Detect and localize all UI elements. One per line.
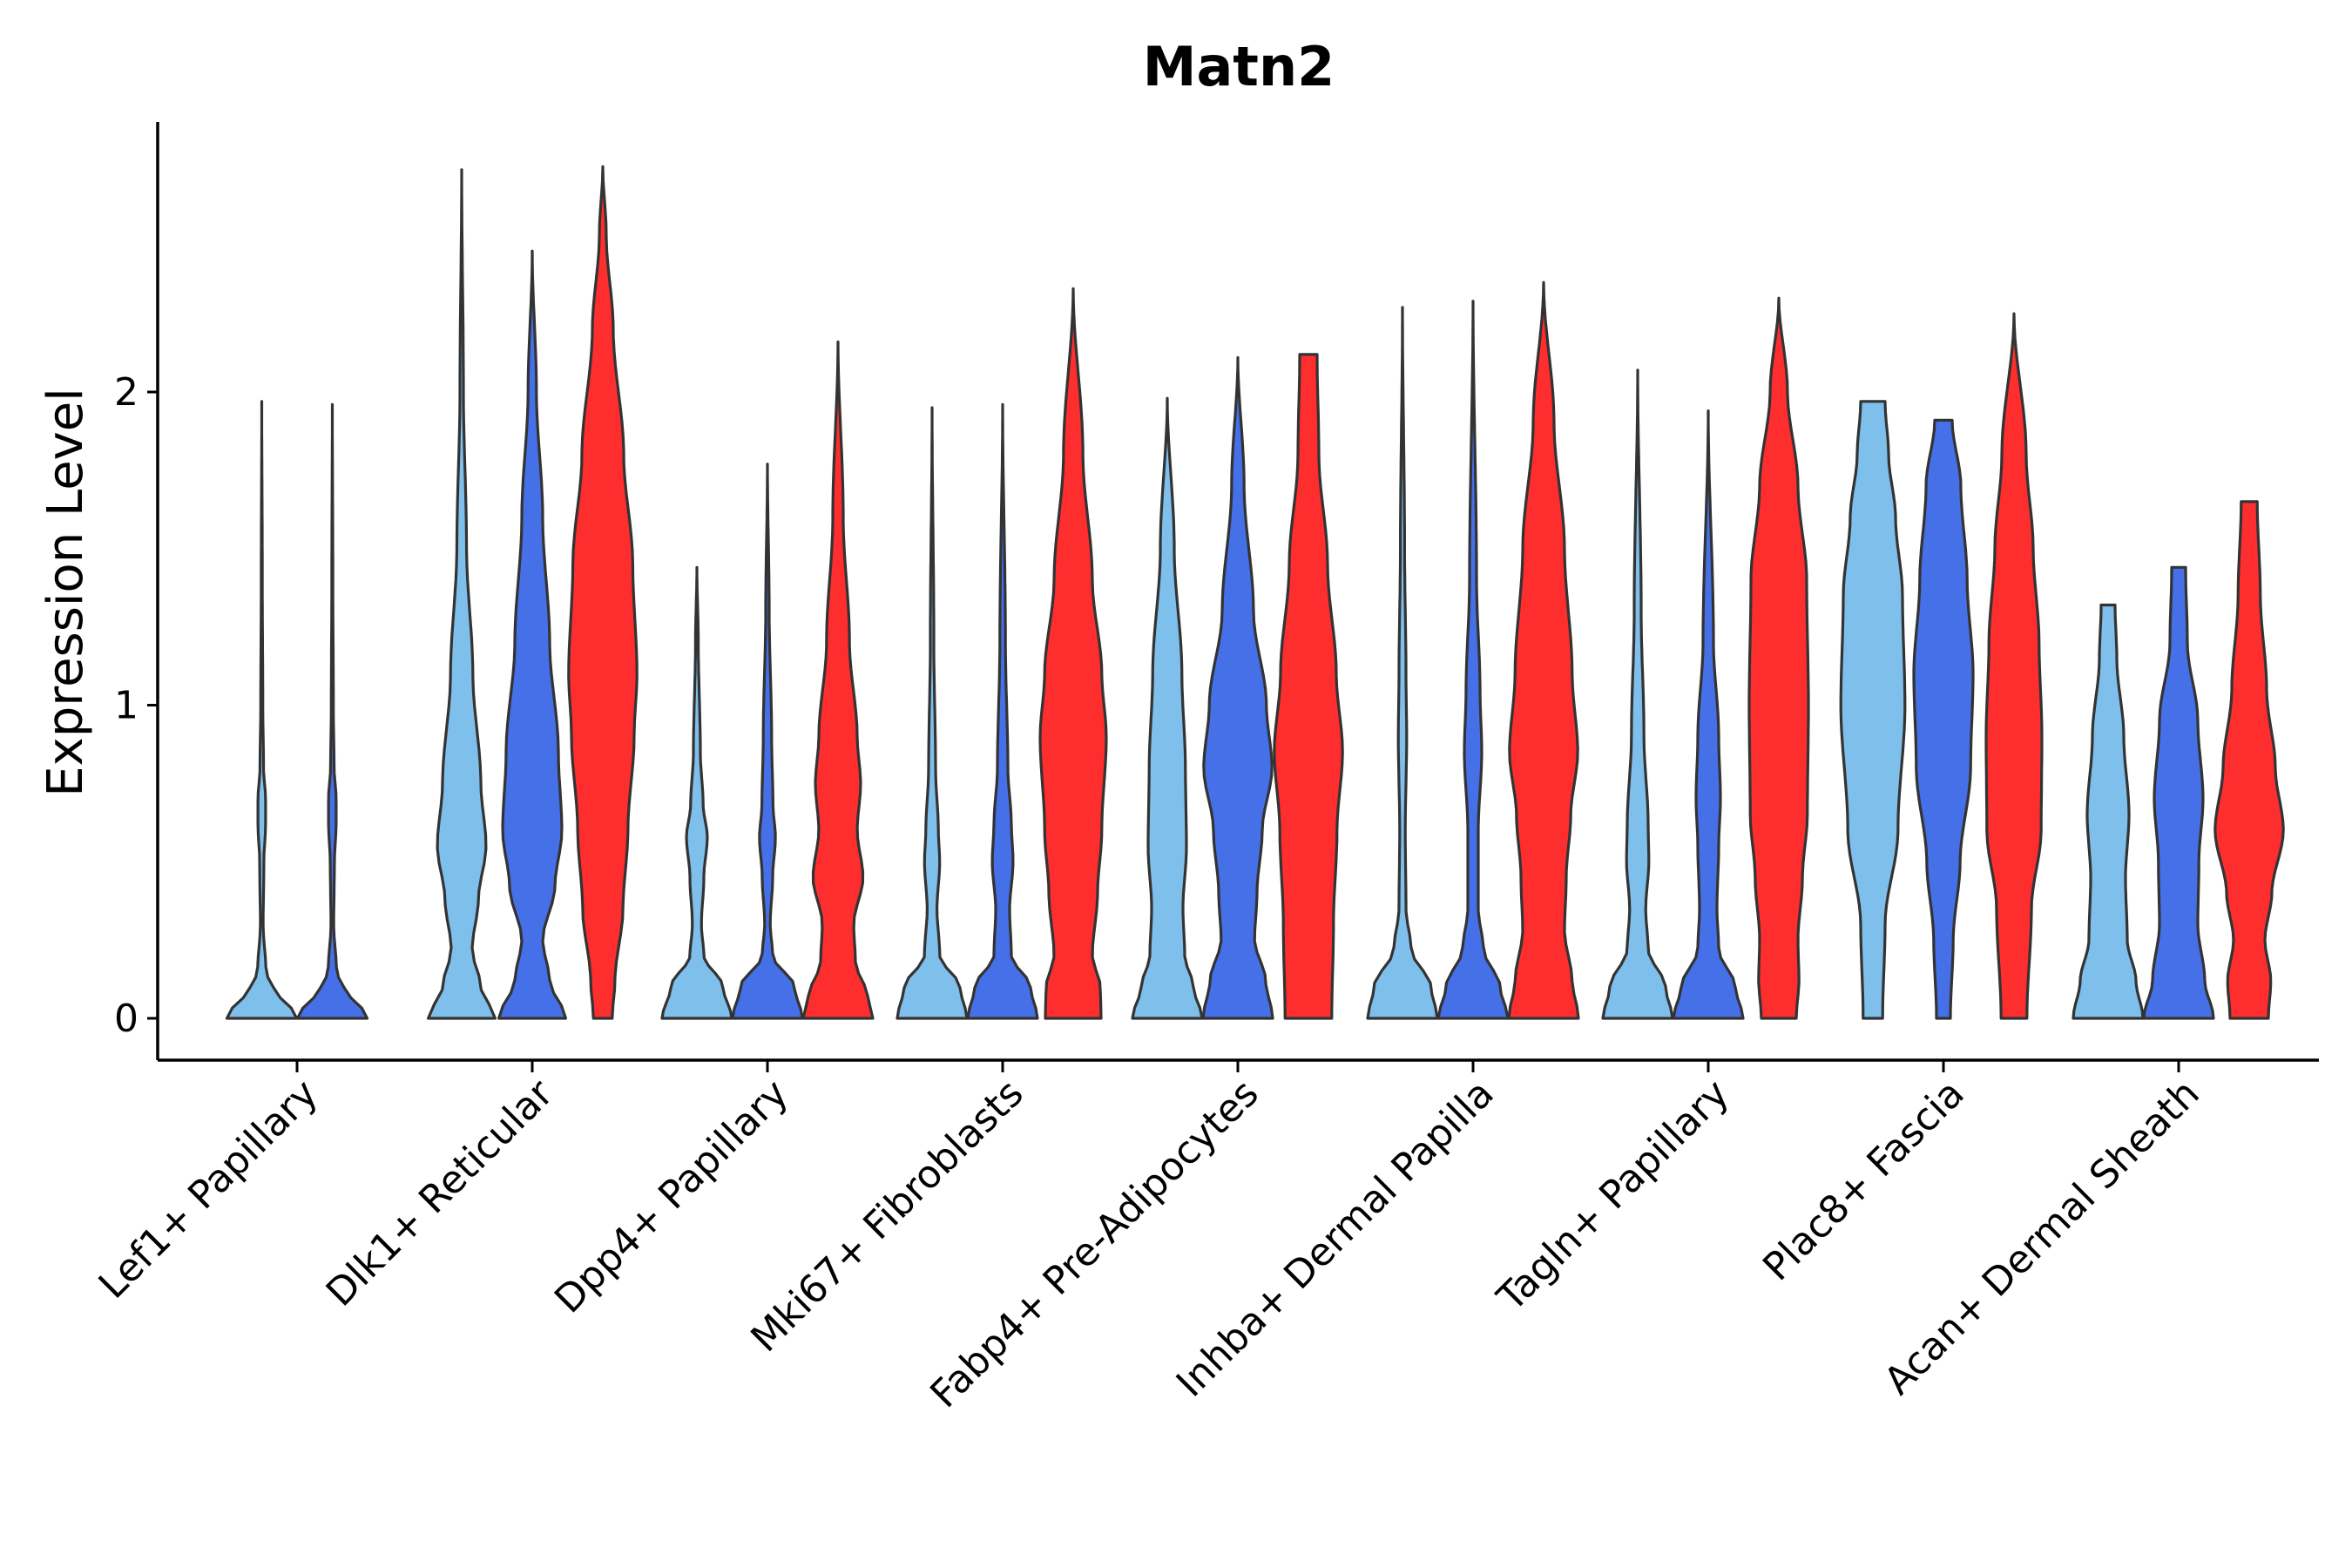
x-tick-label: Dpp4+ Papillary — [546, 1071, 797, 1322]
y-axis-label: Expression Level — [37, 388, 94, 797]
y-tick-label: 2 — [114, 370, 139, 415]
violin-7-2 — [1984, 312, 2044, 1020]
violin-0-0 — [225, 400, 299, 1020]
x-tick-label: Dlk1+ Reticular — [318, 1071, 563, 1315]
y-tick-label: 0 — [114, 997, 139, 1041]
violin-7-0 — [1839, 400, 1907, 1020]
violin-5-2 — [1507, 280, 1580, 1020]
violin-3-1 — [966, 402, 1039, 1020]
violin-1-0 — [427, 168, 497, 1020]
violin-8-1 — [2142, 565, 2215, 1020]
violin-4-2 — [1273, 353, 1344, 1020]
violin-0-1 — [295, 402, 369, 1020]
chart-title: Matn2 — [1143, 35, 1335, 98]
y-tick-label: 1 — [114, 684, 139, 728]
violin-6-1 — [1672, 409, 1745, 1020]
violin-5-1 — [1436, 300, 1510, 1020]
x-tick-label: Plac8+ Fascia — [1754, 1071, 1973, 1290]
violin-6-2 — [1747, 296, 1810, 1020]
violin-2-1 — [731, 463, 804, 1020]
violin-6-0 — [1601, 368, 1674, 1020]
x-tick-label: Tagln+ Papillary — [1489, 1071, 1738, 1321]
violin-3-2 — [1038, 287, 1108, 1020]
violin-layer — [225, 165, 2285, 1020]
violin-2-0 — [660, 565, 733, 1020]
violin-3-0 — [896, 406, 969, 1020]
violin-7-1 — [1912, 418, 1975, 1020]
violin-2-2 — [801, 340, 875, 1020]
violin-1-1 — [497, 249, 567, 1020]
violin-4-1 — [1201, 355, 1274, 1020]
y-ticks: 0 1 2 — [114, 370, 158, 1041]
violin-4-0 — [1131, 396, 1204, 1020]
violin-8-2 — [2213, 500, 2285, 1020]
violin-1-2 — [567, 165, 639, 1020]
violin-8-0 — [2072, 603, 2145, 1020]
violin-5-0 — [1366, 306, 1439, 1020]
x-tick-label: Lef1+ Papillary — [91, 1071, 327, 1308]
